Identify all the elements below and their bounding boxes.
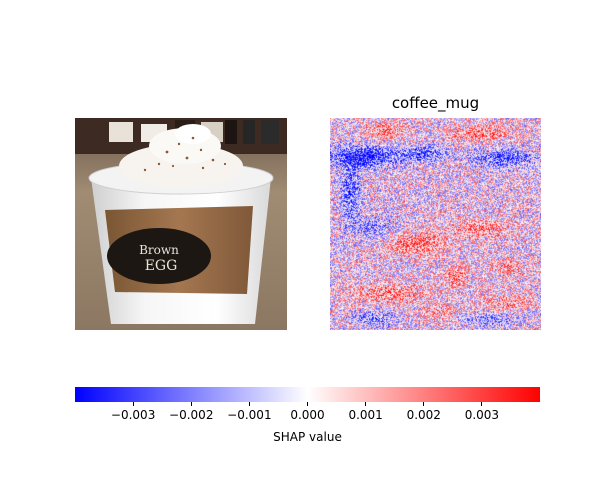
colorbar-tick <box>248 402 250 406</box>
colorbar-gradient <box>75 387 540 402</box>
panel-title: coffee_mug <box>391 94 480 112</box>
colorbar-tick-label: −0.002 <box>169 408 214 422</box>
colorbar: −0.003 −0.002 −0.001 0.000 0.001 0.002 0.003 <box>75 387 540 422</box>
coffee-cup-image: Brown EGG <box>75 118 287 330</box>
colorbar-tick <box>132 402 134 406</box>
colorbar-tick-label: 0.003 <box>464 408 500 422</box>
svg-text:EGG: EGG <box>145 258 178 274</box>
colorbar-tick <box>190 402 192 406</box>
shap-heatmap <box>330 118 541 330</box>
colorbar-tick-label: 0.001 <box>348 408 383 422</box>
colorbar-tick-label: −0.001 <box>227 408 272 422</box>
colorbar-tick <box>365 402 367 406</box>
heatmap-canvas <box>330 118 541 330</box>
colorbar-tick-label: −0.003 <box>110 408 156 422</box>
colorbar-tick-label: 0.000 <box>290 408 325 422</box>
input-photo: Brown EGG <box>75 118 287 330</box>
colorbar-label: SHAP value <box>273 430 342 444</box>
colorbar-tick <box>423 402 425 406</box>
svg-text:Brown: Brown <box>139 243 179 257</box>
colorbar-tick-label: 0.002 <box>406 408 441 422</box>
colorbar-tick <box>307 402 308 406</box>
colorbar-tick <box>481 402 483 406</box>
